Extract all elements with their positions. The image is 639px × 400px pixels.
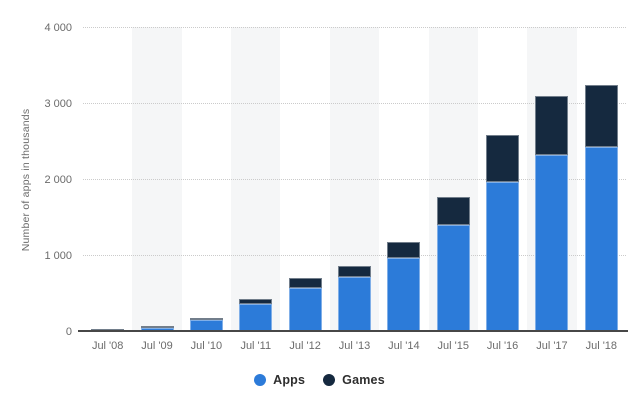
legend-label: Apps <box>273 373 306 387</box>
apps-bar-segment[interactable] <box>486 182 520 331</box>
bar-group-Jul '09 <box>140 27 174 331</box>
legend-label: Games <box>342 373 385 387</box>
x-tick-label: Jul '08 <box>91 340 124 352</box>
games-bar-segment[interactable] <box>436 197 470 226</box>
y-tick-label: 0 <box>65 326 72 338</box>
apps-bar-segment[interactable] <box>387 258 421 331</box>
gridline-3000 <box>83 103 626 104</box>
y-tick-label: 3 000 <box>44 98 72 110</box>
apps-bar-segment[interactable] <box>584 147 618 331</box>
gridline-4000 <box>83 27 626 28</box>
legend-item-games[interactable]: Games <box>323 373 385 387</box>
games-bar-segment[interactable] <box>288 277 322 288</box>
apps-bar-segment[interactable] <box>288 287 322 331</box>
x-tick-label: Jul '09 <box>141 340 173 352</box>
bar-group-Jul '16 <box>486 27 520 331</box>
bar-group-Jul '12 <box>288 27 322 331</box>
gridline-1000 <box>83 255 626 256</box>
x-tick-label: Jul '11 <box>240 340 272 352</box>
games-bar-segment[interactable] <box>239 298 273 304</box>
bar-group-Jul '13 <box>338 27 371 331</box>
games-bar-segment[interactable] <box>387 242 421 259</box>
games-legend-dot-icon <box>323 374 336 386</box>
games-bar-segment[interactable] <box>140 325 174 328</box>
x-tick-label: Jul '18 <box>585 340 618 352</box>
apps-bar-segment[interactable] <box>338 277 371 331</box>
x-tick-label: Jul '14 <box>388 340 420 352</box>
gridline-2000 <box>83 179 626 180</box>
y-tick-label: 1 000 <box>44 250 72 262</box>
bar-group-Jul '14 <box>387 27 421 331</box>
apps-bar-segment[interactable] <box>239 303 273 331</box>
apps-bar-segment[interactable] <box>535 155 569 331</box>
games-bar-segment[interactable] <box>535 96 569 156</box>
games-bar-segment[interactable] <box>486 134 520 183</box>
bar-group-Jul '08 <box>91 27 125 331</box>
x-tick-label: Jul '15 <box>437 340 469 352</box>
x-tick-label: Jul '12 <box>289 340 321 352</box>
x-tick-label: Jul '10 <box>190 340 223 352</box>
bar-group-Jul '10 <box>189 27 223 331</box>
bar-group-Jul '11 <box>239 27 273 331</box>
x-axis-line <box>78 330 628 332</box>
apps-legend-dot-icon <box>254 374 267 386</box>
bar-group-Jul '17 <box>535 27 569 331</box>
games-bar-segment[interactable] <box>189 317 223 320</box>
apps-bar-segment[interactable] <box>436 225 470 331</box>
y-tick-label: 4 000 <box>44 22 72 34</box>
x-tick-label: Jul '17 <box>536 340 568 352</box>
bar-group-Jul '15 <box>436 27 470 331</box>
games-bar-segment[interactable] <box>338 266 371 278</box>
x-tick-label: Jul '16 <box>486 340 519 352</box>
x-tick-label: Jul '13 <box>338 340 371 352</box>
plot-area <box>83 27 626 331</box>
y-tick-label: 2 000 <box>44 174 72 186</box>
bar-group-Jul '18 <box>584 27 618 331</box>
legend: Apps Games <box>0 368 639 392</box>
games-bar-segment[interactable] <box>584 84 618 148</box>
legend-item-apps[interactable]: Apps <box>254 373 305 387</box>
